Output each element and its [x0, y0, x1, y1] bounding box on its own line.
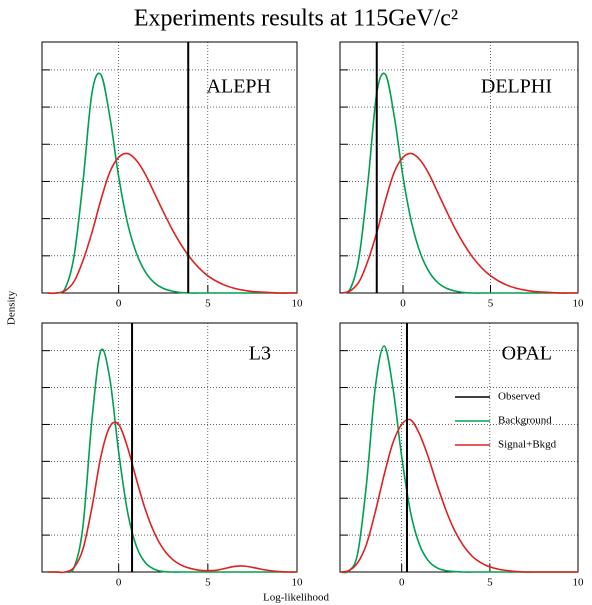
- y-axis-label: Density: [6, 290, 18, 325]
- curve: [341, 152, 578, 294]
- panel-label: OPAL: [502, 343, 552, 365]
- plot-frame: [41, 41, 298, 294]
- curve: [47, 72, 297, 295]
- x-tick-label: 10: [292, 298, 304, 310]
- legend-label: Background: [498, 415, 552, 427]
- x-tick-label: 0: [400, 298, 406, 310]
- x-tick-label: 5: [488, 298, 494, 310]
- curve: [47, 348, 297, 574]
- curve: [47, 421, 298, 574]
- x-tick-label: 10: [573, 577, 585, 589]
- figure-title: Experiments results at 115GeV/c²: [134, 6, 458, 32]
- panel-label: L3: [249, 343, 271, 365]
- plot-frame: [339, 41, 579, 294]
- x-axis-label: Log-likelihood: [263, 592, 329, 604]
- legend-label: Observed: [498, 391, 541, 403]
- x-tick-label: 0: [399, 577, 405, 589]
- x-tick-label: 0: [116, 298, 122, 310]
- x-tick-label: 10: [292, 577, 304, 589]
- x-tick-label: 10: [573, 298, 585, 310]
- curve: [339, 418, 578, 573]
- x-tick-label: 5: [205, 577, 211, 589]
- curve: [341, 72, 578, 294]
- panel-label: DELPHI: [481, 76, 552, 98]
- curve: [47, 152, 297, 294]
- legend-label: Signal+Bkgd: [498, 439, 557, 451]
- x-tick-label: 0: [116, 577, 122, 589]
- panel-label: ALEPH: [207, 76, 271, 98]
- x-tick-label: 5: [487, 577, 493, 589]
- x-tick-label: 5: [205, 298, 211, 310]
